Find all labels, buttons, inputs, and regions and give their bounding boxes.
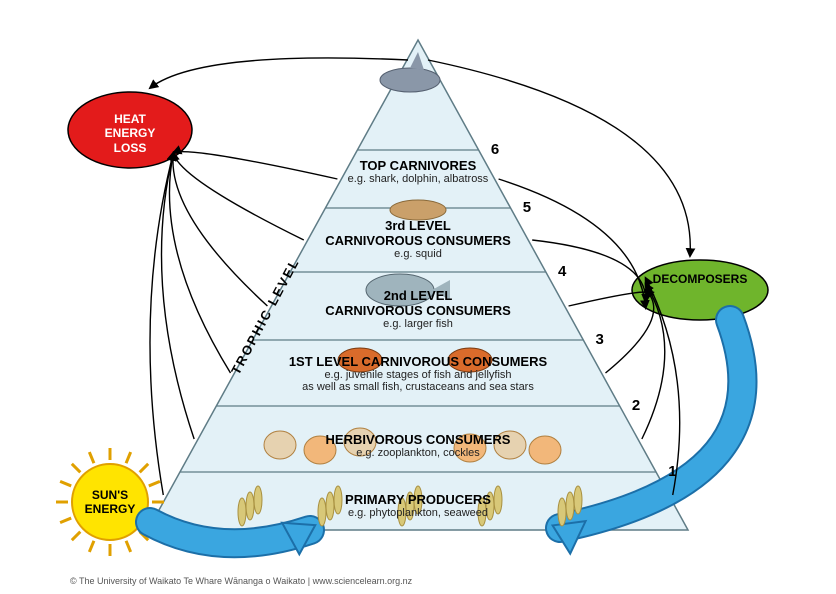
svg-text:6: 6	[491, 141, 499, 158]
decomposers-label: DECOMPOSERS	[640, 272, 760, 286]
level-label: 3rd LEVELCARNIVOROUS CONSUMERSe.g. squid	[0, 218, 836, 260]
svg-text:4: 4	[558, 263, 567, 280]
level-label: 1ST LEVEL CARNIVOROUS CONSUMERSe.g. juve…	[0, 354, 836, 393]
svg-text:1: 1	[668, 463, 676, 480]
level-label: TOP CARNIVORESe.g. shark, dolphin, albat…	[0, 158, 836, 185]
level-label: 2nd LEVELCARNIVOROUS CONSUMERSe.g. large…	[0, 288, 836, 330]
heat-loss-label: HEATENERGYLOSS	[70, 112, 190, 155]
level-label: HERBIVOROUS CONSUMERSe.g. zooplankton, c…	[0, 432, 836, 459]
diagram-root: { "canvas":{"width":836,"height":594,"ba…	[0, 0, 836, 594]
sun-label: SUN'SENERGY	[65, 488, 155, 517]
svg-text:3: 3	[596, 331, 604, 348]
credit-text: © The University of Waikato Te Whare Wān…	[70, 576, 412, 586]
svg-text:5: 5	[523, 199, 531, 216]
svg-text:2: 2	[632, 397, 640, 414]
